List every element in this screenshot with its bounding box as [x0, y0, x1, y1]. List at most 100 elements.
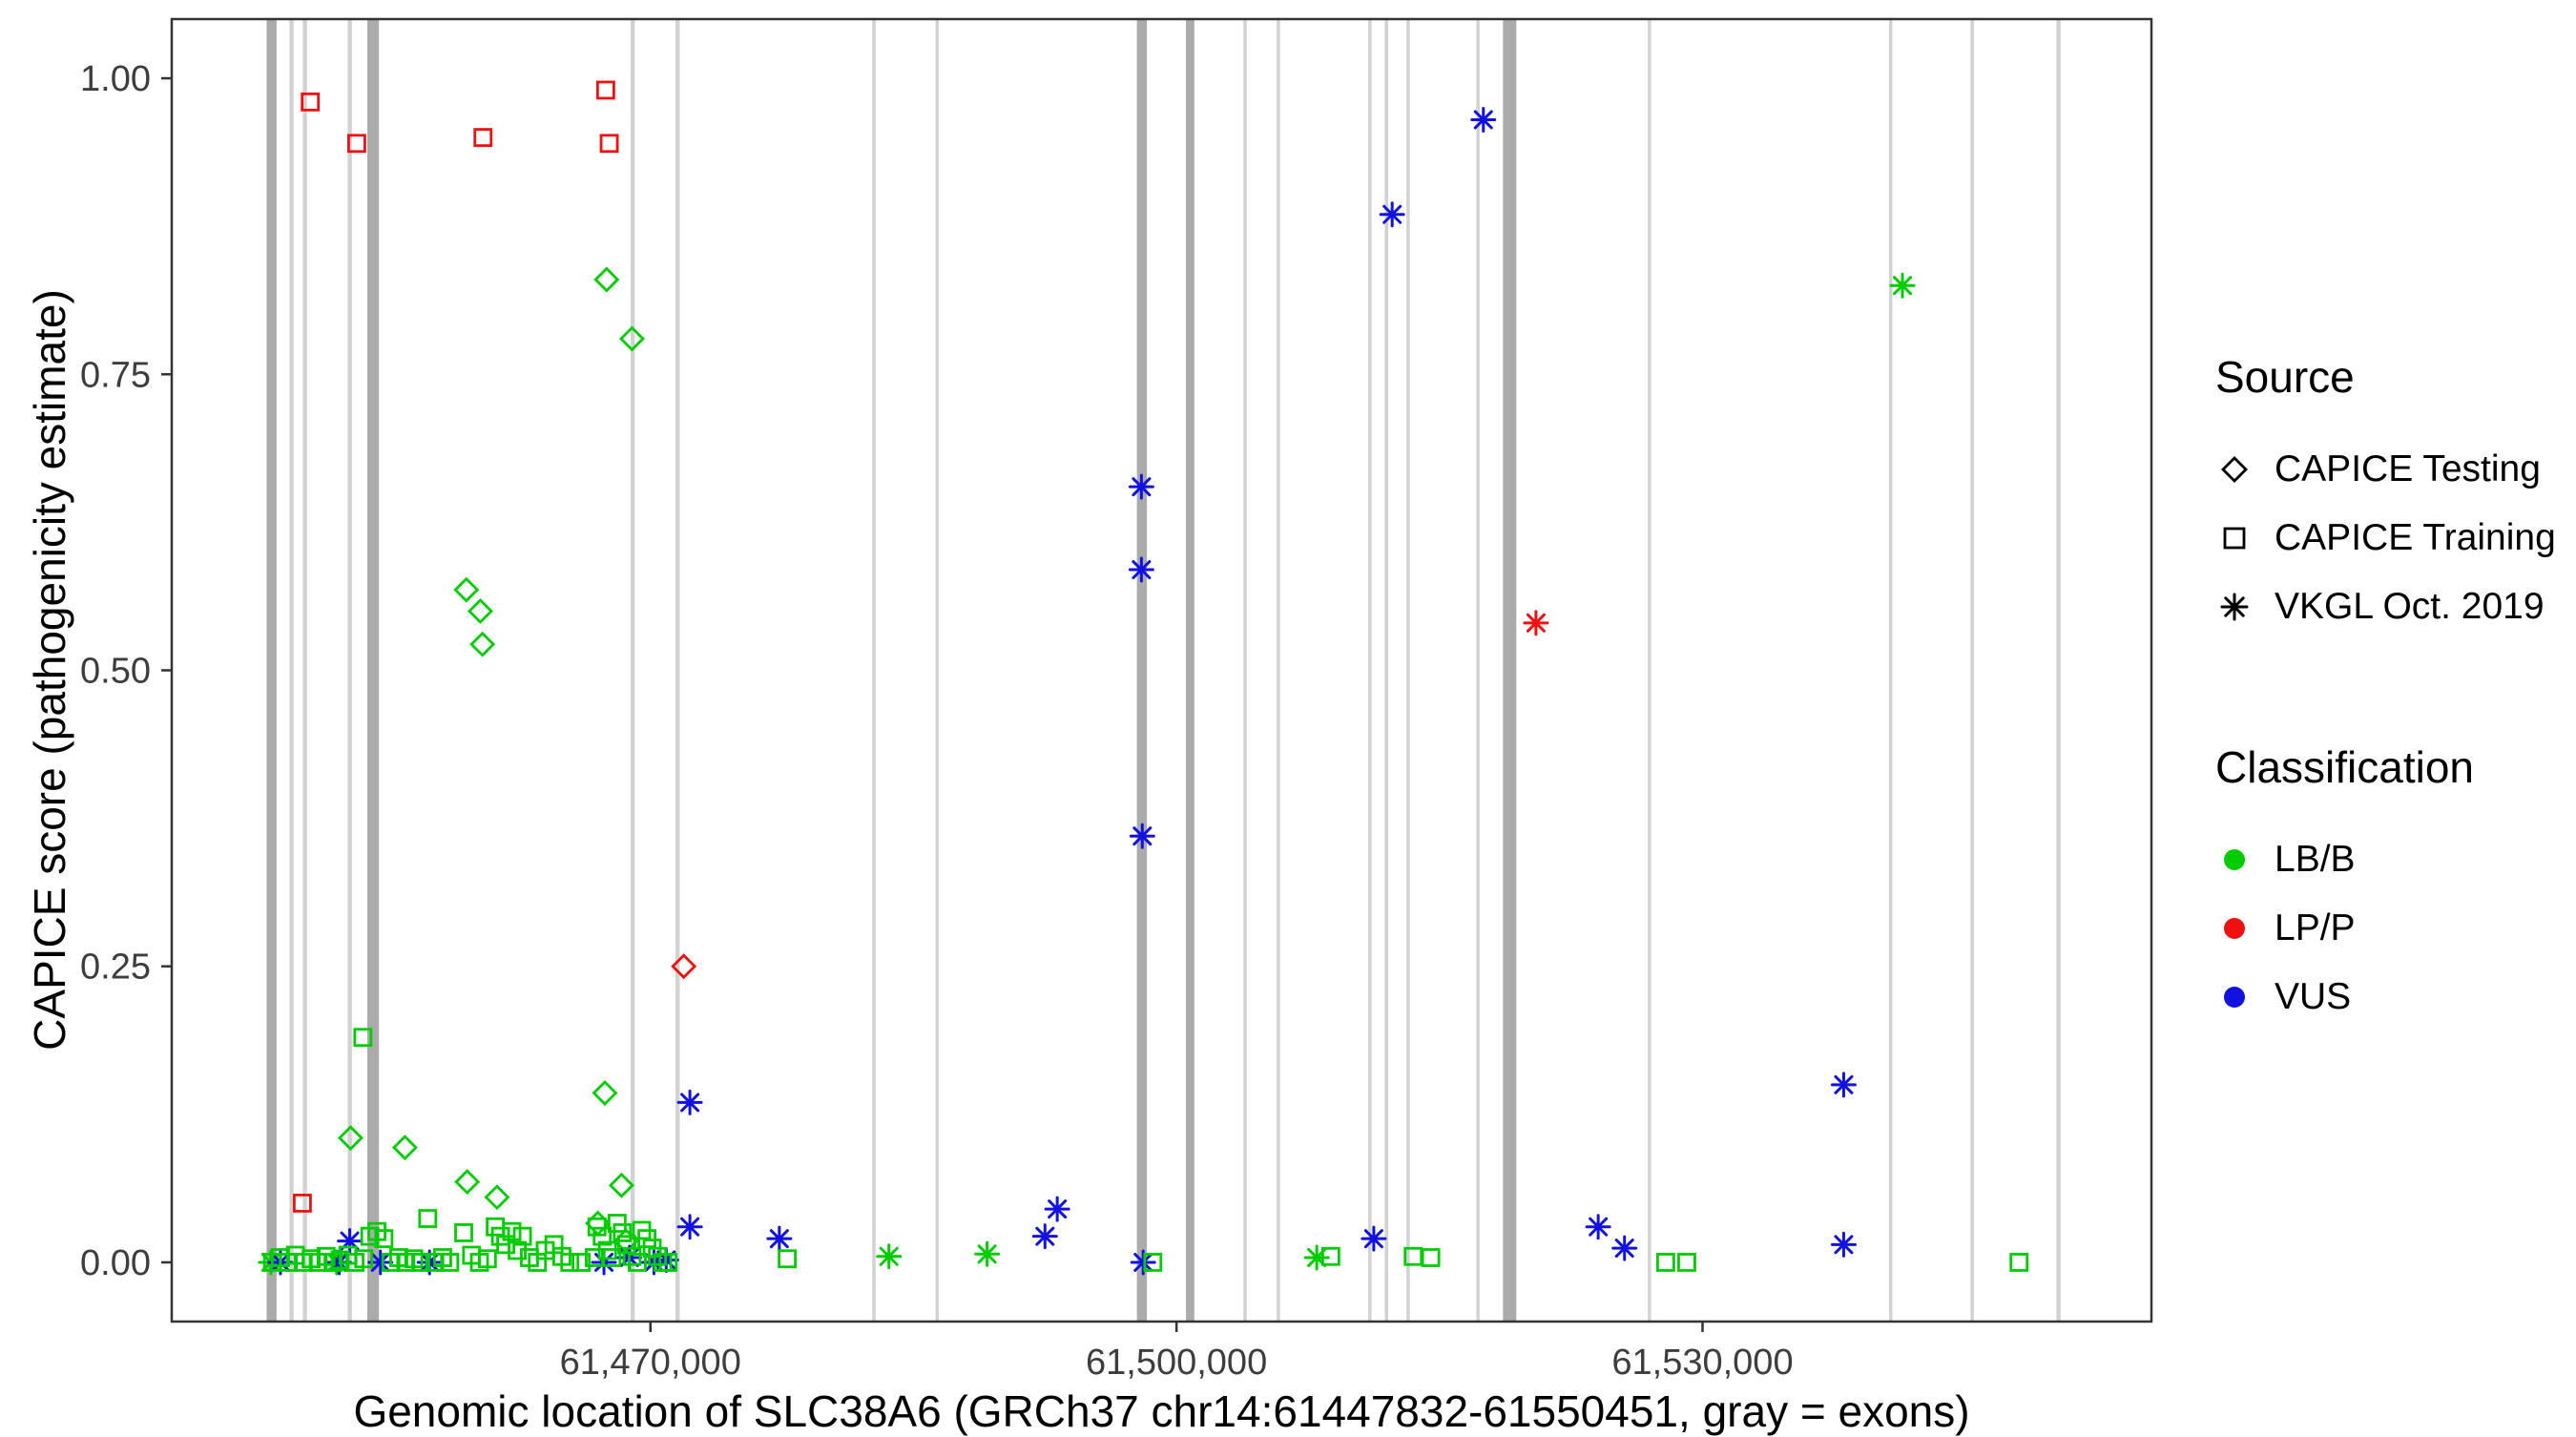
legend-classification-title: Classification	[2215, 742, 2474, 792]
data-point-square	[473, 128, 493, 147]
data-point-diamond	[337, 1125, 364, 1152]
data-point-asterisk	[1128, 556, 1154, 583]
data-point-square	[486, 1217, 505, 1237]
data-point-asterisk	[1470, 106, 1497, 133]
asterisk-icon	[2215, 588, 2254, 626]
data-point-asterisk	[1031, 1223, 1058, 1250]
data-point-square	[617, 1235, 636, 1255]
exon-bar	[935, 19, 940, 1322]
data-point-square	[607, 1214, 627, 1233]
exon-bar	[872, 19, 876, 1322]
exon-bar	[1503, 19, 1517, 1322]
data-point-asterisk	[1129, 823, 1155, 849]
exon-bar	[1406, 19, 1410, 1322]
data-point-square	[622, 1246, 642, 1266]
data-point-asterisk	[974, 1240, 1001, 1267]
data-point-diamond	[453, 576, 480, 603]
data-point-asterisk	[876, 1243, 903, 1270]
data-point-asterisk	[1379, 201, 1405, 228]
data-point-asterisk	[676, 1214, 703, 1240]
exon-bar	[1243, 19, 1247, 1322]
x-tick-label: 61,530,000	[1611, 1343, 1793, 1383]
data-point-square	[477, 1249, 497, 1269]
data-point-square	[512, 1226, 532, 1246]
data-point-asterisk	[1128, 473, 1154, 500]
data-point-square	[374, 1229, 394, 1249]
exon-bar	[1476, 19, 1480, 1322]
diamond-icon	[2215, 450, 2254, 489]
data-point-square	[2009, 1253, 2029, 1272]
data-point-square	[1677, 1253, 1696, 1272]
data-point-square	[1421, 1248, 1441, 1267]
legend-item-vus: VUS	[2215, 963, 2570, 1031]
data-point-square	[658, 1253, 678, 1272]
exon-bar	[347, 19, 352, 1322]
data-point-diamond	[467, 597, 493, 624]
exon-bar	[302, 19, 307, 1322]
data-point-square	[1320, 1246, 1340, 1266]
panel-border	[170, 17, 2153, 1323]
x-axis-title: Genomic location of SLC38A6 (GRCh37 chr1…	[353, 1386, 1970, 1436]
exon-bar	[1648, 19, 1652, 1322]
data-point-diamond	[391, 1135, 418, 1161]
data-point-square	[411, 1253, 430, 1272]
data-point-square	[440, 1253, 460, 1272]
legend-item-lp-p: LP/P	[2215, 894, 2570, 963]
exon-bar	[675, 19, 680, 1322]
data-point-diamond	[484, 1184, 510, 1211]
data-point-diamond	[592, 1080, 618, 1106]
diamond-icon	[2221, 456, 2248, 483]
data-point-diamond	[608, 1172, 634, 1198]
data-point-square	[595, 80, 615, 100]
data-point-square	[1143, 1253, 1163, 1272]
dot-icon	[2224, 918, 2245, 939]
data-point-asterisk	[1585, 1214, 1611, 1240]
y-tick-label: 0.00	[80, 1243, 151, 1283]
legend-classification-group: Classification LB/B LP/P VUS	[2215, 741, 2570, 1031]
legend-source-title: Source	[2215, 352, 2355, 402]
y-tick-label: 0.25	[80, 948, 151, 988]
data-point-asterisk	[1523, 610, 1549, 636]
legend-item-label: VKGL Oct. 2019	[2275, 586, 2545, 627]
asterisk-icon	[2220, 593, 2249, 621]
y-tick-label: 0.75	[80, 355, 151, 395]
data-point-square	[599, 134, 619, 154]
data-point-square	[648, 1246, 668, 1266]
data-point-asterisk	[1830, 1231, 1857, 1258]
data-point-square	[1655, 1253, 1675, 1272]
data-point-square	[602, 1248, 622, 1267]
data-point-diamond	[469, 631, 496, 657]
data-point-square	[353, 1028, 373, 1048]
legend-item-vkgl-oct-2019: VKGL Oct. 2019	[2215, 573, 2570, 641]
legend-item-capice-training: CAPICE Training	[2215, 504, 2570, 573]
data-point-square	[418, 1209, 438, 1228]
legend-item-label: CAPICE Training	[2275, 517, 2556, 558]
x-tick-label: 61,470,000	[560, 1343, 741, 1383]
exon-bar	[2056, 19, 2061, 1322]
exon-bar	[630, 19, 635, 1322]
data-point-asterisk	[1830, 1072, 1857, 1098]
data-point-square	[293, 1194, 312, 1213]
legend-source-items: CAPICE Testing CAPICE Training VKGL Oct. 2…	[2215, 435, 2570, 641]
data-point-square	[571, 1253, 592, 1272]
legend-classification-items: LB/B LP/P VUS	[2215, 825, 2570, 1031]
legend-source-group: Source CAPICE Testing CAPICE Training VKGL…	[2215, 351, 2570, 641]
data-point-asterisk	[1044, 1196, 1070, 1222]
exon-bar	[1277, 19, 1280, 1322]
data-point-square	[592, 1226, 613, 1246]
legend: Source CAPICE Testing CAPICE Training VKGL…	[2215, 351, 2570, 1132]
data-point-diamond	[593, 266, 620, 293]
legend-item-lb-b: LB/B	[2215, 825, 2570, 894]
data-point-square	[502, 1221, 522, 1241]
data-point-asterisk	[1130, 1249, 1156, 1276]
y-tick-label: 1.00	[80, 59, 151, 99]
y-axis-title: CAPICE score (pathogenicity estimate)	[25, 289, 74, 1051]
exon-bar	[1384, 19, 1388, 1322]
exon-bar	[266, 19, 277, 1322]
exon-bar	[1970, 19, 1974, 1322]
legend-item-label: CAPICE Testing	[2275, 448, 2541, 489]
data-point-diamond	[618, 325, 645, 352]
legend-item-label: VUS	[2275, 976, 2352, 1017]
